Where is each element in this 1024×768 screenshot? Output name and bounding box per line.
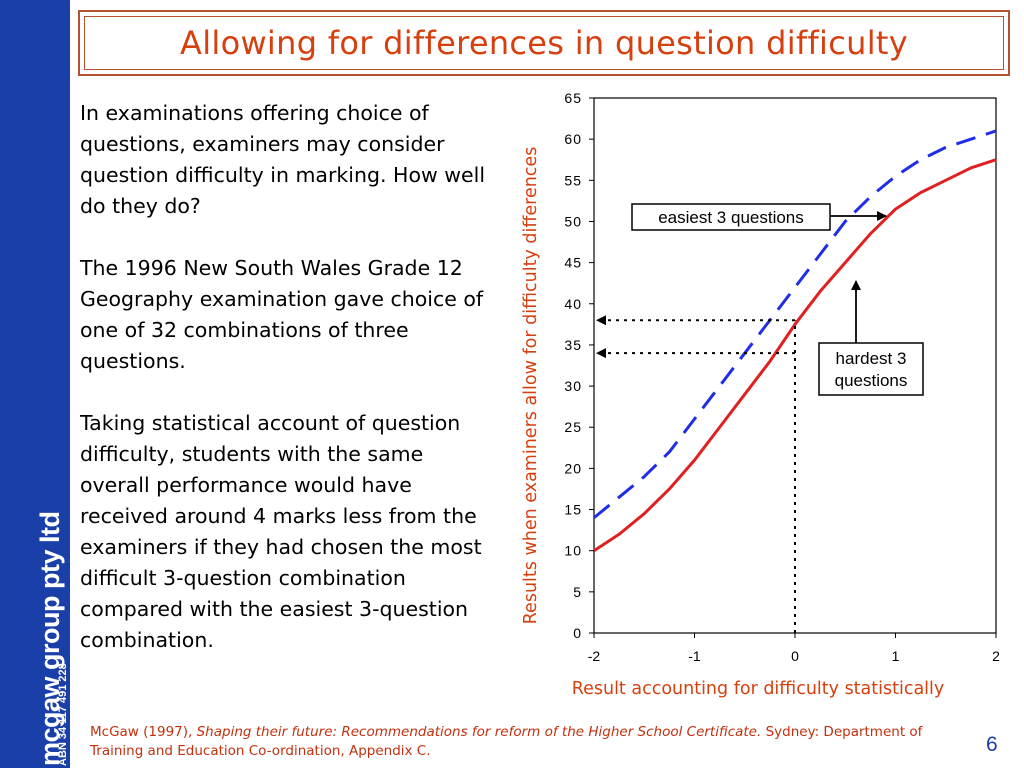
title-frame: Allowing for differences in question dif… bbox=[78, 10, 1010, 76]
x-tick-label: 0 bbox=[791, 648, 799, 664]
y-tick-label: 60 bbox=[564, 131, 582, 147]
y-tick-label: 0 bbox=[573, 625, 582, 641]
citation-author: McGaw (1997), bbox=[90, 724, 197, 740]
y-tick-label: 45 bbox=[564, 255, 582, 271]
y-tick-label: 10 bbox=[564, 543, 582, 559]
y-tick-label: 40 bbox=[564, 296, 582, 312]
page-number: 6 bbox=[986, 733, 998, 756]
citation-title: Shaping their future: Recommendations fo… bbox=[196, 724, 762, 740]
y-tick-label: 55 bbox=[564, 172, 582, 188]
paragraph-nsw-exam: The 1996 New South Wales Grade 12 Geogra… bbox=[80, 256, 484, 373]
citation: McGaw (1997), Shaping their future: Reco… bbox=[90, 723, 970, 761]
brand-sidebar: mcgaw group pty ltd ABN 34 117 491 228 bbox=[0, 0, 70, 768]
series-line-easiest bbox=[593, 129, 997, 519]
y-tick-label: 5 bbox=[573, 584, 582, 600]
citation-publisher: Sydney: Department of Training and Educa… bbox=[90, 724, 923, 759]
title-inner-frame: Allowing for differences in question dif… bbox=[84, 16, 1004, 70]
y-tick-label: 50 bbox=[564, 213, 582, 229]
easiest-label-box bbox=[631, 203, 831, 231]
x-tick-label: -1 bbox=[688, 648, 701, 664]
y-tick-label: 15 bbox=[564, 502, 582, 518]
y-tick-label: 20 bbox=[564, 460, 582, 476]
paragraph-finding: Taking statistical account of question d… bbox=[80, 411, 482, 652]
easiest-label-text: easiest 3 questions bbox=[658, 208, 804, 227]
x-tick-label: 1 bbox=[892, 648, 900, 664]
y-axis-title: Results when examiners allow for difficu… bbox=[521, 147, 541, 625]
x-axis-title: Result accounting for difficulty statist… bbox=[572, 679, 945, 699]
y-tick-label: 65 bbox=[564, 90, 582, 106]
page-title: Allowing for differences in question dif… bbox=[180, 24, 908, 62]
series-line-hardest bbox=[593, 158, 997, 552]
line-chart: 0 5 10 15 20 25 30 35 40 45 50 55 60 65 -2 -1 0 1 2 easiest… bbox=[521, 90, 1000, 699]
abn-number: ABN 34 117 491 228 bbox=[57, 663, 69, 766]
paragraph-intro: In examinations offering choice of quest… bbox=[80, 101, 486, 218]
x-tick-label: 2 bbox=[992, 648, 1000, 664]
hardest-label-text: hardest 3 bbox=[836, 349, 907, 368]
hardest-label-text: questions bbox=[835, 371, 908, 390]
body-text: In examinations offering choice of quest… bbox=[80, 98, 490, 687]
x-tick-label: -2 bbox=[588, 648, 601, 664]
y-tick-label: 35 bbox=[564, 337, 582, 353]
y-tick-label: 25 bbox=[564, 419, 582, 435]
hardest-label-box bbox=[818, 342, 924, 396]
y-tick-label: 30 bbox=[564, 378, 582, 394]
